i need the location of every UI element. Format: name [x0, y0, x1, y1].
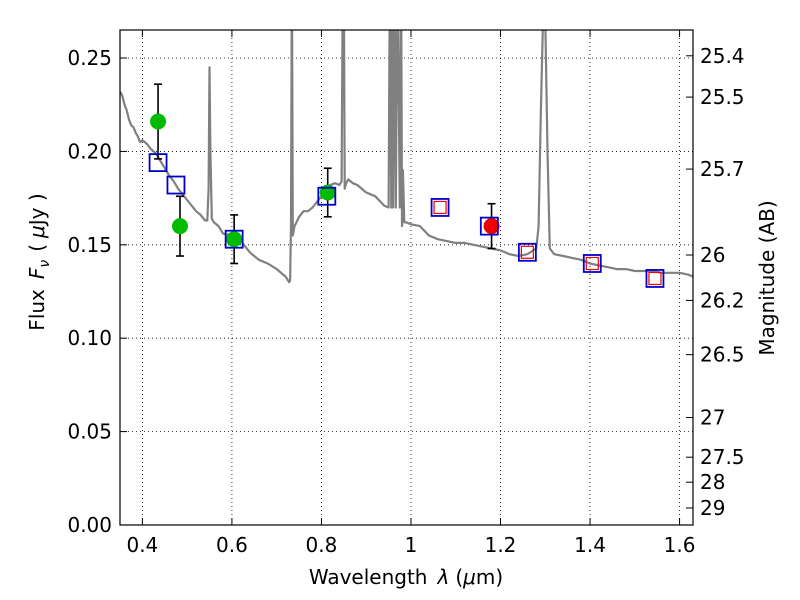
x-tick-label: 1.4 — [574, 533, 606, 557]
y2-tick-label: 29 — [700, 496, 725, 520]
y-axis-title: FluxFν(μJy ) — [25, 193, 53, 330]
model-spectrum — [120, 30, 693, 284]
data-point — [171, 218, 188, 235]
y2-tick-label: 25.7 — [700, 157, 745, 181]
y2-tick-label: 27 — [700, 406, 725, 430]
y2-tick-label: 28 — [700, 470, 725, 494]
y2-tick-label: 26 — [700, 243, 725, 267]
y2-tick-label: 25.4 — [700, 44, 745, 68]
y2-tick-label: 26.2 — [700, 288, 745, 312]
model-square — [520, 245, 534, 259]
axes: 0.4 0.6 0.8 1 1.2 1.4 1.6 0.00 0.05 0.10 0.15 0.20 0… — [67, 29, 745, 557]
model-square — [224, 229, 244, 249]
model-square — [585, 256, 599, 271]
data-point — [226, 231, 243, 248]
x-tick-label: 1 — [405, 533, 418, 557]
x-tick-label: 0.6 — [216, 533, 248, 557]
y-tick-label: 0.00 — [67, 513, 112, 537]
model-square — [582, 254, 602, 273]
y-tick-label: 0.20 — [67, 139, 112, 163]
model-square — [645, 269, 665, 288]
y-tick-label: 0.25 — [67, 46, 112, 70]
y2-axis-title: Magnitude (AB) — [755, 200, 779, 355]
x-tick-label: 0.4 — [126, 533, 158, 557]
y-tick-label: 0.10 — [67, 326, 112, 350]
x-axis-title: Wavelength λ (μm) — [309, 565, 503, 589]
spectrum-line — [120, 30, 693, 284]
y2-tick-label: 26.5 — [700, 343, 745, 367]
model-square — [317, 186, 337, 206]
y-tick-label: 0.05 — [67, 420, 112, 444]
grid — [120, 30, 693, 526]
model-square — [479, 216, 499, 236]
model-square — [166, 175, 186, 195]
data-point — [150, 113, 167, 130]
model-square — [517, 242, 537, 262]
model-square — [148, 153, 168, 173]
model-square — [648, 271, 662, 286]
y-tick-label: 0.15 — [67, 233, 112, 257]
plot-frame — [119, 29, 694, 526]
y2-tick-label: 25.5 — [700, 85, 745, 109]
x-tick-label: 0.8 — [306, 533, 338, 557]
model-square — [433, 200, 447, 215]
x-tick-label: 1.6 — [664, 533, 696, 557]
data-markers — [148, 83, 665, 288]
data-point — [483, 218, 500, 235]
x-tick-label: 1.2 — [485, 533, 517, 557]
model-square — [430, 198, 450, 217]
y2-tick-label: 27.5 — [700, 445, 745, 469]
